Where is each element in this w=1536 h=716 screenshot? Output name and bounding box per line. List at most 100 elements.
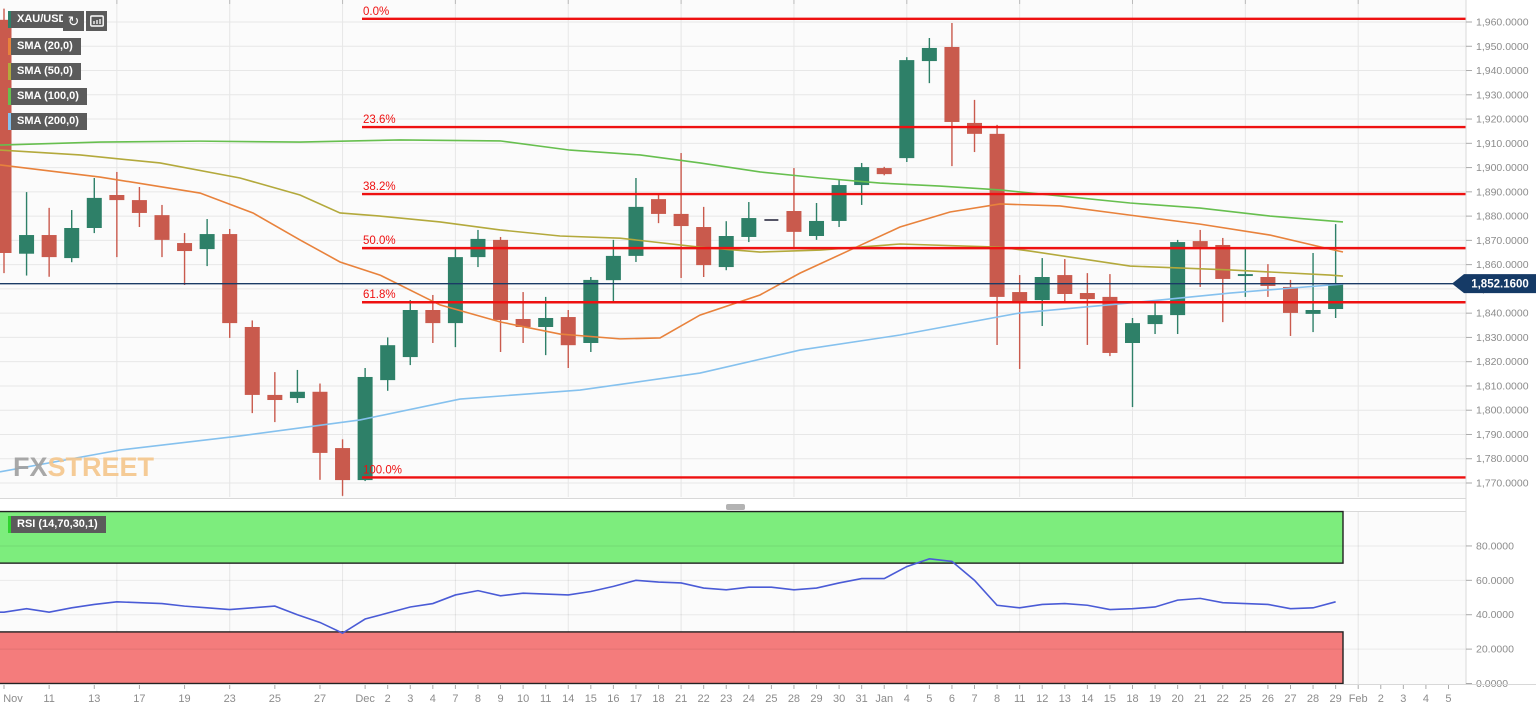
date-tick-label: 21 <box>675 693 687 705</box>
sma-20-label[interactable]: SMA (20,0) <box>8 38 81 55</box>
date-tick-label: 5 <box>1445 693 1451 705</box>
price-tick-label: 1,800.0000 <box>1476 405 1529 417</box>
candle <box>64 210 80 263</box>
candle <box>560 310 576 368</box>
price-tick-label: 1,940.0000 <box>1476 65 1529 77</box>
candle <box>831 179 847 228</box>
candle <box>41 207 57 277</box>
date-tick-label: 8 <box>475 693 481 705</box>
date-tick-label: 23 <box>224 693 236 705</box>
candle <box>538 296 554 356</box>
date-tick-label: 14 <box>1081 693 1093 705</box>
candle <box>86 178 102 234</box>
candle <box>199 219 215 267</box>
sma20-line <box>0 164 1344 340</box>
date-tick-label: 28 <box>788 693 800 705</box>
fib-label: 100.0% <box>363 464 402 476</box>
sma-50-label[interactable]: SMA (50,0) <box>8 63 81 80</box>
date-tick-label: 5 <box>926 693 932 705</box>
rsi-oversold-band <box>0 631 1344 685</box>
refresh-button[interactable]: ↻ <box>63 11 84 31</box>
date-tick-label: 7 <box>452 693 458 705</box>
candle <box>1125 318 1140 408</box>
candle <box>312 383 328 480</box>
candle <box>1282 279 1298 336</box>
fib-label: 61.8% <box>363 289 396 301</box>
candle <box>876 166 892 176</box>
date-tick-label: 14 <box>562 693 574 705</box>
candle <box>1260 264 1276 297</box>
candle <box>1305 252 1321 333</box>
price-tick-label: 1,820.0000 <box>1476 356 1529 368</box>
candle <box>19 192 35 276</box>
date-tick-label: 27 <box>314 693 326 705</box>
candle <box>1057 259 1073 302</box>
date-tick-label: 17 <box>630 693 642 705</box>
rsi-indicator-label[interactable]: RSI (14,70,30,1) <box>8 516 106 533</box>
date-tick-label: 29 <box>1330 693 1342 705</box>
sma-50-text: SMA (50,0) <box>17 65 73 77</box>
date-tick-label: 3 <box>407 693 413 705</box>
date-tick-label: 11 <box>1014 693 1025 705</box>
date-tick-label: 2 <box>385 693 391 705</box>
candle <box>605 239 621 303</box>
date-tick-label: 27 <box>1284 693 1296 705</box>
candle <box>1012 275 1028 369</box>
symbol-label[interactable]: XAU/USD <box>8 11 75 28</box>
measure-chart-icon <box>89 14 104 30</box>
candle <box>899 57 915 162</box>
date-tick-label: 30 <box>833 693 845 705</box>
candle <box>673 153 689 278</box>
date-tick-label: 7 <box>971 693 977 705</box>
date-tick-label: 10 <box>517 693 529 705</box>
candle <box>154 204 170 258</box>
candle <box>1237 248 1253 297</box>
candle <box>696 206 712 278</box>
date-tick-label: 19 <box>178 693 190 705</box>
rsi-line <box>0 558 1336 635</box>
date-tick-label: 9 <box>497 693 503 705</box>
candle <box>1079 273 1095 345</box>
rsi-text: RSI (14,70,30,1) <box>17 518 98 530</box>
sma-20-text: SMA (20,0) <box>17 40 73 52</box>
sma200-line <box>0 283 1344 473</box>
price-tick-label: 1,830.0000 <box>1476 332 1529 344</box>
candle <box>1147 302 1163 335</box>
candle <box>1102 274 1118 357</box>
candle <box>267 372 283 423</box>
price-tick-label: 1,920.0000 <box>1476 114 1529 126</box>
date-tick-label: 15 <box>1104 693 1116 705</box>
candle <box>1192 229 1208 287</box>
sma-100-label[interactable]: SMA (100,0) <box>8 88 87 105</box>
date-tick-label: 17 <box>133 693 145 705</box>
watermark-fx: FX <box>13 452 48 482</box>
date-tick-label: Feb <box>1349 693 1368 705</box>
candle <box>1170 239 1186 335</box>
rsi-tick-label: 80.0000 <box>1476 540 1514 552</box>
date-tick-label: 26 <box>1262 693 1274 705</box>
date-tick-label: 15 <box>585 693 597 705</box>
price-tick-label: 1,900.0000 <box>1476 162 1529 174</box>
rsi-tick-label: 60.0000 <box>1476 575 1514 587</box>
candle <box>718 221 734 271</box>
date-tick-label: 6 <box>949 693 955 705</box>
date-tick-label: 2 <box>1378 693 1384 705</box>
date-tick-label: 31 <box>856 693 868 705</box>
chart-scrollbar-thumb[interactable] <box>726 504 745 510</box>
date-tick-label: 29 <box>810 693 822 705</box>
sma-200-label[interactable]: SMA (200,0) <box>8 113 87 130</box>
date-axis: Nov 11 13 17 19 23 25 27 Dec 2 3 4 7 8 9 10 11 14 15 16 17 18… <box>0 684 1536 705</box>
price-tick-label: 1,770.0000 <box>1476 478 1529 490</box>
date-tick-label: 20 <box>1172 693 1184 705</box>
price-tick-label: 1,890.0000 <box>1476 186 1529 198</box>
date-tick-label: 3 <box>1400 693 1406 705</box>
fib-retracement: 0.0% 23.6% 38.2% 50.0% 61.8% 100.0% <box>362 6 1466 479</box>
rsi-overbought-band <box>0 510 1344 564</box>
measure-chart-button[interactable] <box>86 11 107 31</box>
fib-label: 50.0% <box>363 235 396 247</box>
price-tick-label: 1,880.0000 <box>1476 211 1529 223</box>
price-tick-label: 1,960.0000 <box>1476 17 1529 29</box>
fib-label: 38.2% <box>363 181 396 193</box>
rsi-tick-label: 20.0000 <box>1476 644 1514 656</box>
date-tick-label: 25 <box>765 693 777 705</box>
